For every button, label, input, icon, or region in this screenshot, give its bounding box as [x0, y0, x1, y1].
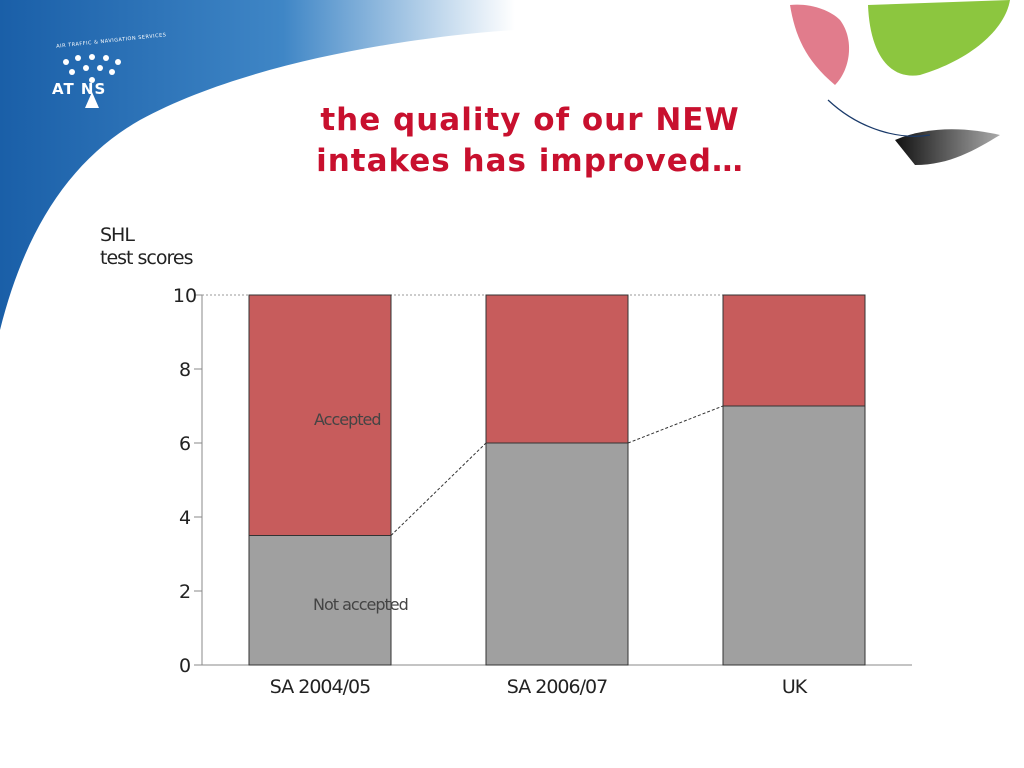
connector-line-0 — [390, 442, 487, 536]
y-tick-label-6: 6 — [179, 433, 191, 455]
slide-title-line-2: intakes has improved… — [316, 143, 744, 179]
connector-line-1 — [627, 405, 724, 444]
annotation-accepted: Accepted — [314, 410, 381, 429]
y-axis-label-line-1: SHL — [100, 224, 135, 246]
bar-not-accepted-2 — [722, 405, 866, 666]
category-label-2: UK — [782, 676, 808, 698]
annotation-not-accepted: Not accepted — [313, 595, 408, 614]
category-label-1: SA 2006/07 — [507, 676, 607, 698]
red-leaf-shape — [790, 4, 850, 85]
y-axis-label-line-2: test scores — [100, 247, 193, 269]
bar-accepted-2 — [722, 294, 866, 407]
bar-not-accepted-0 — [248, 535, 392, 666]
bar-not-accepted-1 — [485, 442, 629, 666]
logo: AT NS — [52, 80, 107, 98]
bar-accepted-0 — [248, 294, 392, 536]
slide-title: the quality of our NEW intakes has impro… — [250, 100, 810, 182]
logo-dots-icon — [63, 54, 121, 108]
green-leaf-shape — [868, 0, 1010, 76]
y-tick-label-8: 8 — [179, 359, 191, 381]
y-tick-label-10: 10 — [173, 285, 197, 307]
grey-leaf-shape — [895, 129, 1000, 165]
y-tick-label-4: 4 — [179, 507, 191, 529]
blue-swoosh-shape — [0, 0, 515, 330]
y-tick-label-2: 2 — [179, 581, 191, 603]
swoosh-line — [827, 99, 931, 137]
y-tick-label-0: 0 — [179, 655, 191, 677]
bar-accepted-1 — [485, 294, 629, 444]
category-label-0: SA 2004/05 — [270, 676, 370, 698]
y-axis-label: SHL test scores — [100, 224, 193, 270]
slide-title-line-1: the quality of our NEW — [320, 102, 740, 138]
